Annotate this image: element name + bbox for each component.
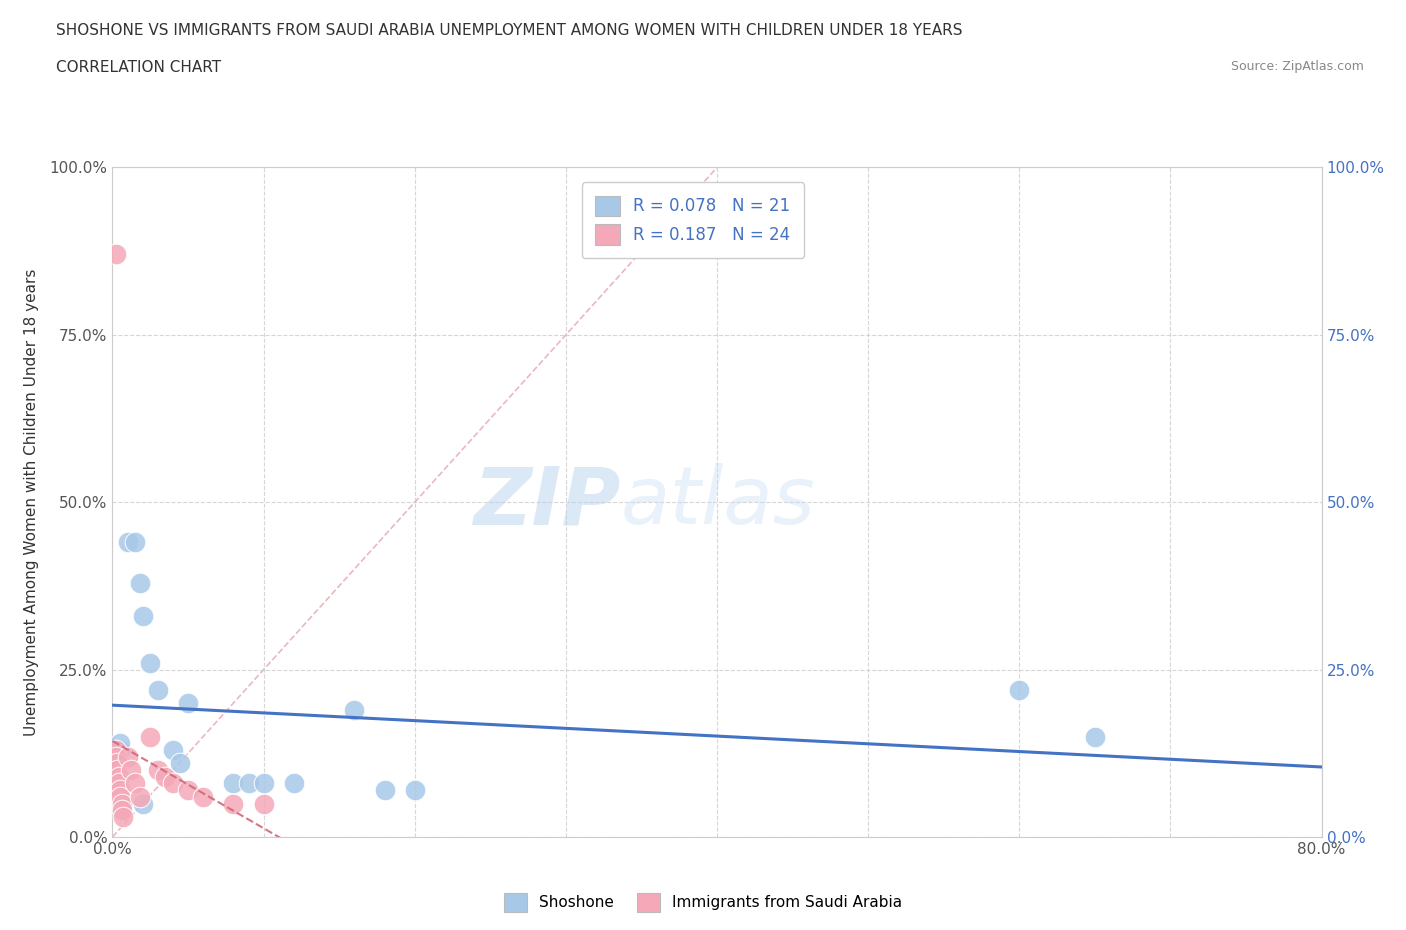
Point [105,756,128,771]
Text: Source: ZipAtlas.com: Source: ZipAtlas.com [1230,60,1364,73]
Point [404,783,426,798]
Point [110,803,132,817]
Point [132,796,155,811]
Point [124,776,146,790]
Point [238,776,260,790]
Point [105,763,128,777]
Point [107,776,129,790]
Point [374,783,396,798]
Point [110,796,132,811]
Point [128,575,150,590]
Point [162,742,184,757]
Text: CORRELATION CHART: CORRELATION CHART [56,60,221,75]
Point [107,769,129,784]
Point [283,776,305,790]
Point [108,783,131,798]
Point [104,750,127,764]
Point [117,535,139,550]
Point [253,796,276,811]
Point [117,750,139,764]
Text: ZIP: ZIP [472,463,620,541]
Point [108,790,131,804]
Point [343,702,366,717]
Point [120,763,142,777]
Point [139,656,162,671]
Point [155,769,177,784]
Point [222,796,245,811]
Point [124,535,146,550]
Legend: Shoshone, Immigrants from Saudi Arabia: Shoshone, Immigrants from Saudi Arabia [498,887,908,918]
Text: SHOSHONE VS IMMIGRANTS FROM SAUDI ARABIA UNEMPLOYMENT AMONG WOMEN WITH CHILDREN : SHOSHONE VS IMMIGRANTS FROM SAUDI ARABIA… [56,23,963,38]
Point [191,790,215,804]
Point [162,776,184,790]
Point [108,736,131,751]
Point [177,783,200,798]
Point [112,809,135,824]
Point [253,776,276,790]
Point [177,696,200,711]
Point [222,776,245,790]
Point [139,729,162,744]
Point [108,742,131,757]
Point [132,608,155,623]
Point [146,683,169,698]
Point [1008,683,1031,698]
Point [146,763,169,777]
Point [104,247,127,262]
Y-axis label: Unemployment Among Women with Children Under 18 years: Unemployment Among Women with Children U… [24,269,38,736]
Point [169,756,191,771]
Point [104,742,127,757]
Point [1084,729,1107,744]
Text: atlas: atlas [620,463,815,541]
Point [128,790,150,804]
Legend: R = 0.078   N = 21, R = 0.187   N = 24: R = 0.078 N = 21, R = 0.187 N = 24 [582,182,804,259]
